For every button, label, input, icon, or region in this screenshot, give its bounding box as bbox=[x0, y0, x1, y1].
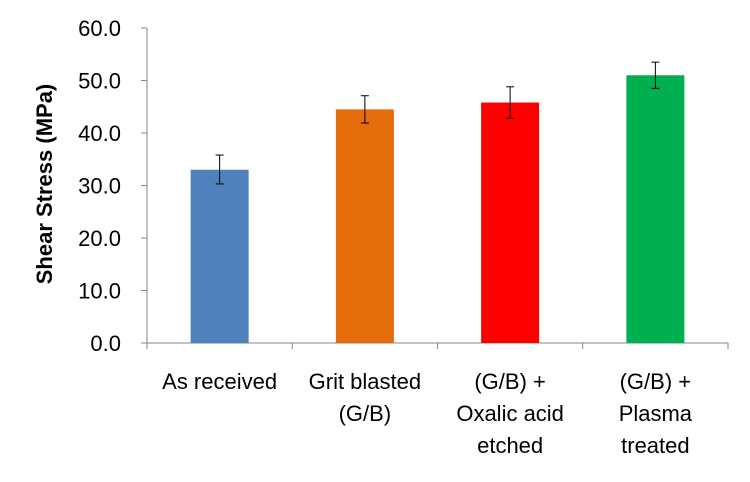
y-tick-label: 0.0 bbox=[90, 331, 121, 356]
category-label: Oxalic acid bbox=[456, 401, 564, 426]
category-label: As received bbox=[162, 369, 277, 394]
category-label: etched bbox=[477, 433, 543, 458]
bar bbox=[335, 109, 394, 343]
y-tick-label: 50.0 bbox=[78, 69, 121, 94]
category-label: Grit blasted bbox=[309, 369, 422, 394]
category-label: treated bbox=[621, 433, 690, 458]
y-tick-label: 60.0 bbox=[78, 16, 121, 41]
category-label: Plasma bbox=[619, 401, 693, 426]
category-label: (G/B) + bbox=[474, 369, 546, 394]
y-tick-label: 30.0 bbox=[78, 174, 121, 199]
y-tick-label: 20.0 bbox=[78, 226, 121, 251]
bar bbox=[626, 75, 685, 343]
category-label: (G/B) + bbox=[620, 369, 692, 394]
bar bbox=[190, 169, 249, 343]
y-tick-label: 10.0 bbox=[78, 279, 121, 304]
y-axis-label: Shear Stress (MPa) bbox=[32, 84, 57, 285]
category-label: (G/B) bbox=[339, 401, 392, 426]
plot-area: 0.0 10.0 20.0 30.0 40.0 50.0 60.0 As received Gr… bbox=[78, 16, 729, 458]
bar bbox=[481, 102, 540, 343]
y-tick-label: 40.0 bbox=[78, 121, 121, 146]
